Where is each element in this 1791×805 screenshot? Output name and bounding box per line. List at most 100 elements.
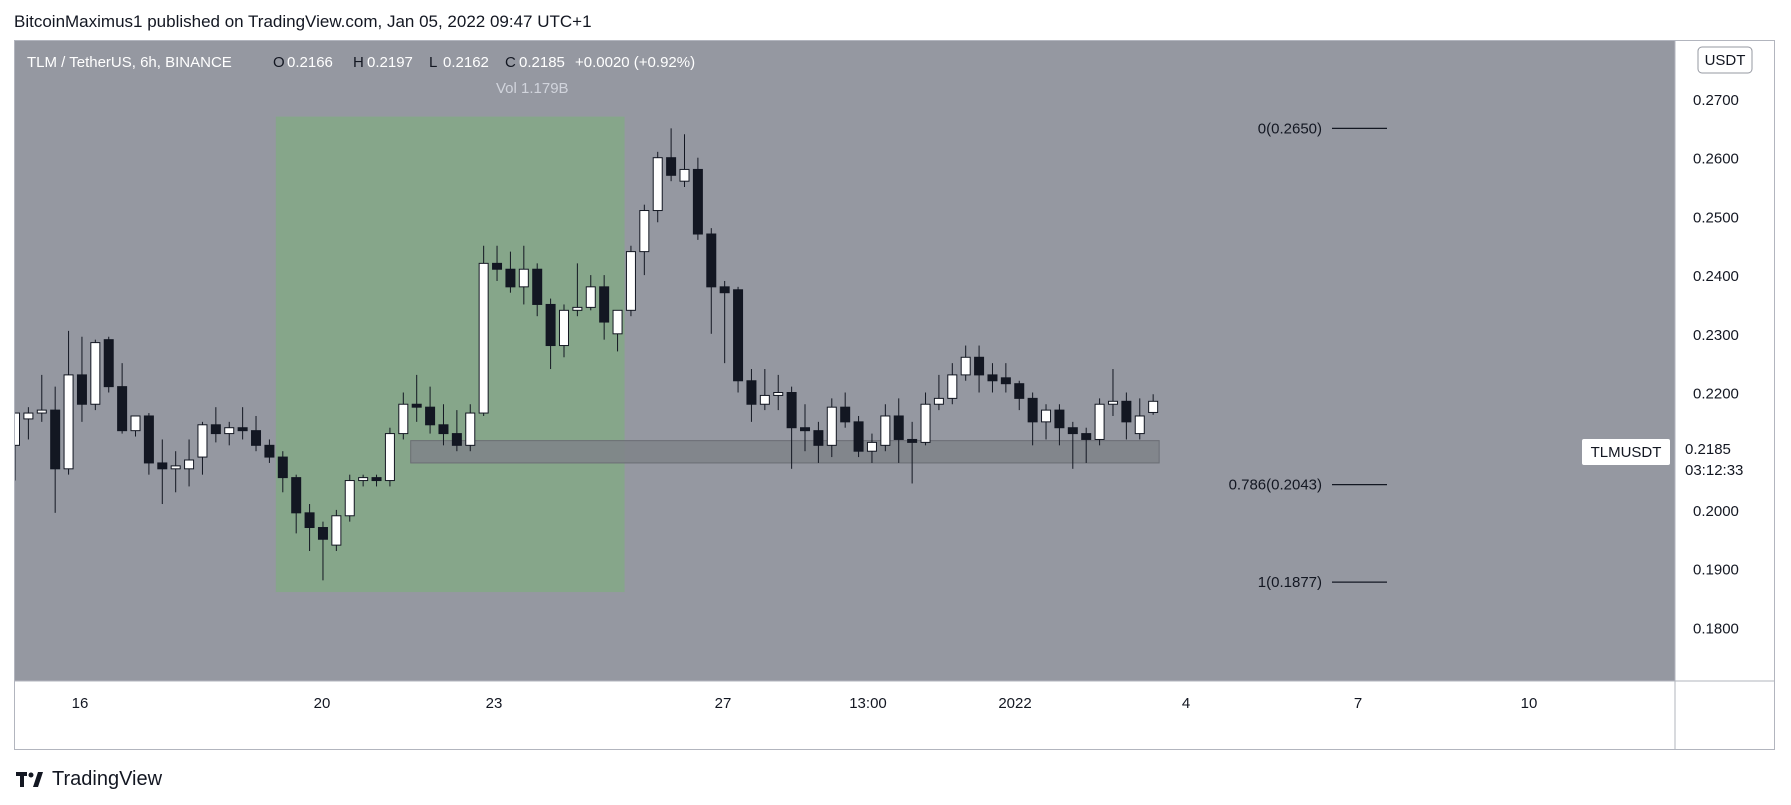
time-tick-label: 27 (715, 695, 732, 712)
candle-body-up (759, 394, 770, 405)
candle-body-down (251, 430, 262, 446)
candle-body-down (1081, 433, 1092, 440)
candle-body-down (264, 444, 275, 458)
candle (277, 451, 288, 493)
candle-body-down (425, 406, 436, 426)
fib-level-label: 0.786(0.2043) (1229, 477, 1322, 494)
candle-body-down (1000, 377, 1011, 385)
currency-button[interactable]: USDT (1697, 46, 1753, 74)
candle-body-down (291, 477, 302, 514)
currency-button-box[interactable] (1697, 46, 1753, 74)
candle (666, 128, 677, 182)
price-tick-label: 0.1800 (1693, 620, 1739, 637)
candle (920, 392, 931, 446)
candle-body-down (210, 424, 221, 435)
legend-open-label: O (273, 54, 285, 71)
candle-body-down (666, 157, 677, 176)
candle-body-down (893, 415, 904, 440)
candle (1148, 394, 1159, 415)
candle (960, 345, 971, 381)
legend-change: +0.0020 (+0.92%) (575, 54, 695, 71)
candle (719, 280, 730, 364)
candle (733, 286, 744, 393)
candle-body-down (692, 168, 703, 235)
candle (585, 275, 596, 311)
candle-body-down (746, 380, 757, 405)
candle (210, 407, 221, 443)
candle-body-up (130, 415, 141, 432)
time-tick-label: 23 (486, 695, 503, 712)
candle-body-up (1107, 400, 1118, 405)
legend-open-value: 0.2166 (287, 54, 333, 71)
candle-body-down (1027, 397, 1038, 423)
candle (759, 369, 770, 411)
candle (425, 386, 436, 434)
candle (170, 451, 181, 493)
candle-body-up (880, 415, 891, 446)
candle-body-up (465, 412, 476, 446)
candle-body-up (773, 392, 784, 396)
candle-body-down (1067, 427, 1078, 435)
candle-body-up (15, 412, 20, 446)
candle-body-up (558, 309, 569, 347)
fib-level-label: 0(0.2650) (1258, 120, 1322, 137)
time-tick-label: 13:00 (849, 695, 887, 712)
candle (438, 404, 449, 446)
candle (826, 398, 837, 458)
candle-body-up (826, 406, 837, 446)
chart-frame[interactable]: 0(0.2650) 0.786(0.2043) 1(0.1877) TLM / Te… (14, 40, 1775, 750)
bar-countdown: 03:12:33 (1685, 462, 1743, 479)
support-zone (410, 440, 1160, 464)
candle (398, 392, 409, 440)
candle-body-up (331, 515, 342, 546)
time-tick-label: 20 (314, 695, 331, 712)
candle (652, 151, 663, 223)
candle (451, 410, 462, 452)
candle (612, 309, 623, 352)
candle (264, 439, 275, 463)
candle (706, 228, 717, 334)
candle (746, 369, 757, 422)
candle-body-up (197, 424, 208, 458)
candle (558, 304, 569, 358)
candle-body-up (170, 465, 181, 470)
candle-body-up (1094, 403, 1105, 440)
candle-body-up (478, 262, 489, 414)
candle (893, 398, 904, 463)
time-tick-label: 7 (1354, 695, 1362, 712)
candle (1027, 392, 1038, 446)
candle (411, 374, 422, 422)
candle (532, 263, 543, 317)
fib-levels-layer: 0(0.2650) 0.786(0.2043) 1(0.1877) (1229, 120, 1387, 591)
candle-body-down (277, 456, 288, 479)
price-tick-label: 0.2200 (1693, 386, 1739, 403)
plot-area-background[interactable] (15, 41, 1675, 681)
candle (1121, 392, 1132, 440)
candle (907, 421, 918, 484)
candle (130, 415, 141, 437)
candle-body-up (518, 268, 529, 288)
candle-body-up (947, 374, 958, 399)
legend-high-value: 0.2197 (367, 54, 413, 71)
candle (1041, 404, 1052, 440)
legend-high-label: H (353, 54, 364, 71)
tradingview-logo[interactable]: TradingView (16, 768, 162, 791)
time-axis-ticks: 16 20 23 27 13:00 2022 4 7 10 (72, 695, 1538, 712)
candle (1094, 398, 1105, 446)
candle-body-up (344, 480, 355, 517)
candle-body-down (237, 427, 248, 432)
candle-body-down (451, 433, 462, 446)
candle-body-down (1054, 409, 1065, 429)
candle-body-up (866, 441, 877, 452)
legend-low-label: L (429, 54, 437, 71)
candle (1014, 380, 1025, 411)
candle-body-up (398, 403, 409, 435)
publisher-header: BitcoinMaximus1 published on TradingView… (14, 12, 592, 31)
price-tick-label: 0.2500 (1693, 209, 1739, 226)
candlestick-chart[interactable]: 0(0.2650) 0.786(0.2043) 1(0.1877) TLM / Te… (15, 41, 1775, 750)
tradingview-logo-text: TradingView (52, 768, 163, 790)
candle (853, 415, 864, 458)
candle (572, 263, 583, 317)
currency-label[interactable]: USDT (1705, 52, 1746, 69)
candle (1107, 369, 1118, 416)
